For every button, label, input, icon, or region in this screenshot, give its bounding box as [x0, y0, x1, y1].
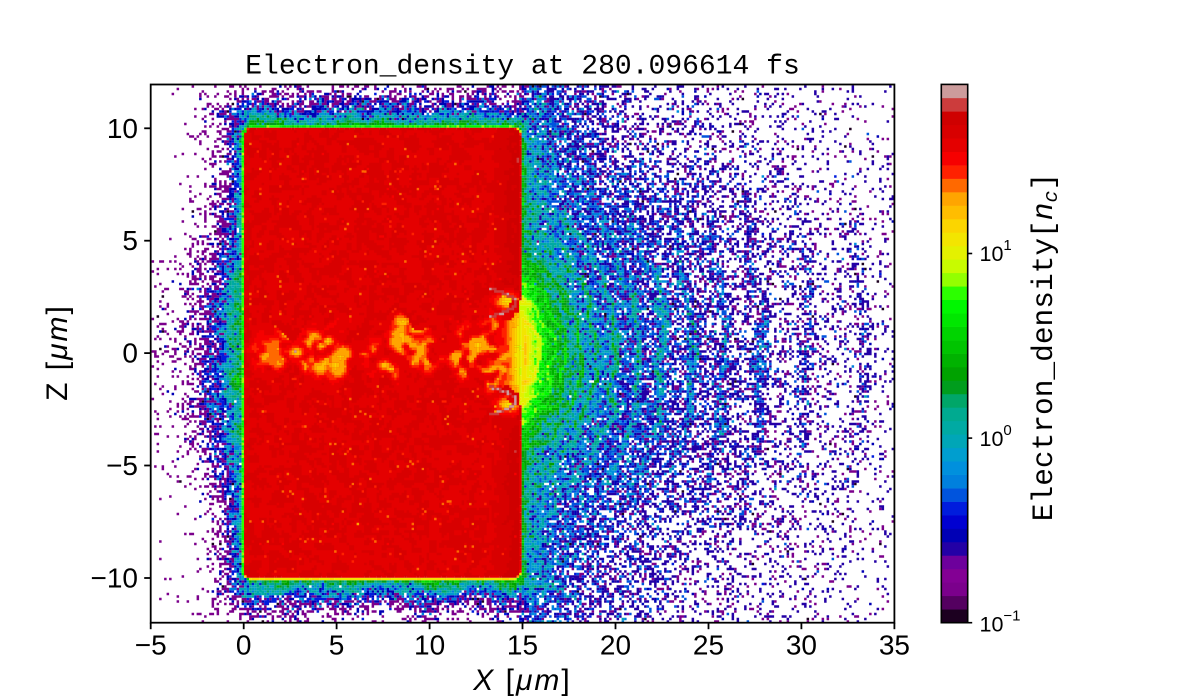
svg-text:X [μm]: X [μm] [472, 664, 571, 697]
svg-text:100: 100 [980, 422, 1012, 451]
svg-text:35: 35 [879, 630, 910, 661]
svg-text:−5: −5 [135, 630, 167, 661]
svg-text:15: 15 [507, 630, 538, 661]
svg-text:0: 0 [122, 338, 138, 369]
svg-text:25: 25 [693, 630, 724, 661]
svg-text:30: 30 [786, 630, 817, 661]
svg-text:5: 5 [122, 225, 138, 256]
svg-text:10: 10 [107, 113, 138, 144]
svg-text:0: 0 [236, 630, 252, 661]
svg-text:5: 5 [329, 630, 345, 661]
svg-text:10: 10 [414, 630, 445, 661]
svg-text:10−1: 10−1 [980, 608, 1021, 637]
svg-text:Electron_density at 280.096614: Electron_density at 280.096614 fs [245, 52, 800, 83]
svg-text:Z [μm]: Z [μm] [41, 304, 74, 401]
svg-text:Electron_density[nc]: Electron_density[nc] [1027, 173, 1064, 521]
svg-text:20: 20 [600, 630, 631, 661]
svg-text:−10: −10 [91, 563, 139, 594]
svg-text:−5: −5 [106, 450, 138, 481]
